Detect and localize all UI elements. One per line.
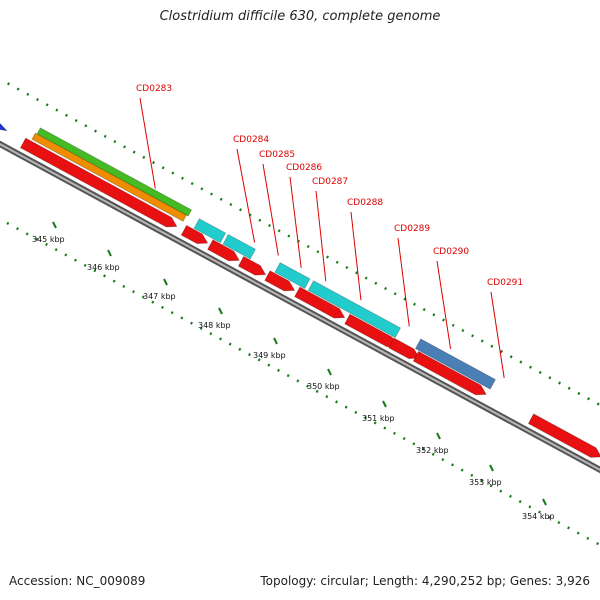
cds-next[interactable] [527,413,600,458]
block-cyan-3[interactable] [274,262,311,290]
genome-backbone [0,140,600,474]
cds-CD0284[interactable] [180,224,209,245]
scale-tick-mark [273,337,278,345]
leader-line [262,163,279,256]
leader-line [436,260,452,349]
block-cyan-1[interactable] [193,218,227,244]
leader-line [350,211,362,301]
scale-tick-label: 353 kbp [469,478,502,487]
outer-grid-dots [7,82,600,407]
backbone-line [0,140,600,474]
scale-tick-label: 351 kbp [362,414,395,423]
gene-label[interactable]: CD0287 [312,177,348,187]
gene-label[interactable]: CD0291 [487,278,523,288]
scale-tick-mark [107,249,112,257]
scale-tick-label: 348 kbp [198,321,231,330]
scale-tick-label: 349 kbp [253,351,286,360]
cds-CD0286[interactable] [237,255,267,276]
feature-tracks [0,118,600,458]
cds-CD0291[interactable] [412,350,487,396]
grid-dots [0,82,600,546]
leader-line [490,291,505,379]
cds-left-edge[interactable] [0,118,9,132]
map-title: Clostridium difficile 630, complete geno… [159,9,441,24]
cds-CD0290[interactable] [388,337,421,360]
leader-line [315,190,327,282]
scale-tick-label: 346 kbp [87,263,120,272]
scale-tick-mark [52,221,57,229]
gene-label[interactable]: CD0289 [394,224,430,234]
accession-text: Accession: NC_009089 [9,574,146,588]
block-cyan-2[interactable] [222,233,257,260]
scale-tick-mark [542,498,547,506]
scale-tick-label: 345 kbp [32,235,65,244]
scale-tick-mark [436,432,441,440]
leader-line [236,148,256,243]
gene-label[interactable]: CD0284 [233,135,269,145]
scale-tick-mark [489,464,494,472]
cds-CD0285[interactable] [207,239,240,262]
block-blue-1[interactable] [414,338,496,390]
feature-band-green[interactable] [36,127,193,217]
backbone-highlight [0,142,600,471]
scale-tick-mark [218,307,223,315]
gene-label[interactable]: CD0288 [347,198,383,208]
gene-label[interactable]: CD0285 [259,150,295,160]
cds-CD0283[interactable] [19,137,178,228]
scale-tick-label: 350 kbp [307,382,340,391]
scale-tick-label: 352 kbp [416,446,449,455]
leader-line [139,97,156,189]
gene-label[interactable]: CD0290 [433,247,469,257]
feature-band-orange[interactable] [31,132,187,222]
block-cyan-4[interactable] [307,280,402,339]
gene-label[interactable]: CD0283 [136,84,172,94]
cds-CD0287[interactable] [264,270,296,292]
inner-grid-dots [0,217,600,546]
scale-tick-label: 347 kbp [143,292,176,301]
scale-tick-mark [163,278,168,286]
gene-label[interactable]: CD0286 [286,163,322,173]
leader-line [397,237,410,327]
scale-ticks: 345 kbp 346 kbp 347 kbp 348 kbp 349 kbp 350 k… [32,221,555,521]
scale-tick-mark [382,400,387,408]
scale-tick-label: 354 kbp [522,512,555,521]
leader-line [289,176,302,268]
gene-labels: CD0283 CD0284 CD0285 CD0286 CD0287 CD0288 CD02… [136,84,523,379]
genome-summary-text: Topology: circular; Length: 4,290,252 bp… [260,574,590,588]
scale-tick-mark [327,368,332,376]
cds-CD0288[interactable] [294,286,346,319]
